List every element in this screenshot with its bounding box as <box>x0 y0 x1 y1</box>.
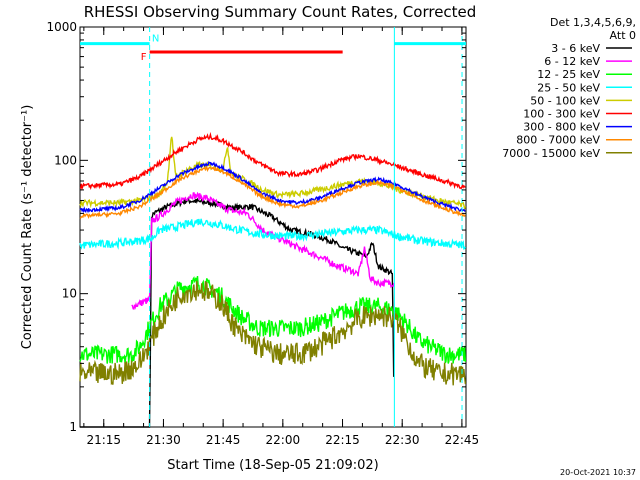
series-line <box>79 131 466 191</box>
marker-layer: FN <box>80 27 466 427</box>
series-line <box>79 218 467 250</box>
legend-label: 3 - 6 keV <box>551 42 600 55</box>
y-tick-label: 1 <box>69 420 77 434</box>
legend-label: 6 - 12 keV <box>544 55 600 68</box>
chart-title: RHESSI Observing Summary Count Rates, Co… <box>84 3 477 21</box>
x-axis-label: Start Time (18-Sep-05 21:09:02) <box>167 458 378 473</box>
plot-frame <box>79 26 467 428</box>
axis-layer: 1 10 100 1000 21:15 21:30 21:45 22:00 22:15 22:30… <box>46 20 479 447</box>
legend-header-line: Det 1,3,4,5,6,9, <box>550 16 636 29</box>
series-line <box>131 191 395 310</box>
legend-label: 25 - 50 keV <box>537 81 600 94</box>
legend-label: 800 - 7000 keV <box>516 134 600 147</box>
series-line <box>79 160 466 214</box>
x-tick-label: 22:45 <box>445 433 480 447</box>
series-line <box>79 165 466 220</box>
x-tick-label: 21:15 <box>86 433 121 447</box>
x-tick-label: 21:30 <box>146 433 181 447</box>
legend-header-line: Att 0 <box>610 29 636 42</box>
series-line <box>79 276 467 364</box>
legend-label: 300 - 800 keV <box>523 121 600 134</box>
x-tick-label: 22:00 <box>266 433 301 447</box>
legend-label: 12 - 25 keV <box>537 68 600 81</box>
y-tick-label: 1000 <box>46 20 77 34</box>
x-tick-label: 22:30 <box>385 433 420 447</box>
date-stamp: 20-Oct-2021 10:37 <box>560 468 636 477</box>
legend-label: 100 - 300 keV <box>523 108 600 121</box>
flag-label: N <box>152 34 159 45</box>
flag-label: F <box>141 52 147 63</box>
x-tick-label: 21:45 <box>206 433 241 447</box>
x-tick-label: 22:15 <box>325 433 360 447</box>
y-tick-label: 100 <box>54 153 77 167</box>
series-line <box>79 280 467 386</box>
series-line <box>80 196 395 428</box>
series-layer <box>79 131 467 428</box>
y-axis-label: Corrected Count Rate (s⁻¹ detector⁻¹) <box>20 105 35 350</box>
legend-label: 50 - 100 keV <box>530 94 600 107</box>
legend-label: 7000 - 15000 keV <box>502 147 600 160</box>
y-tick-label: 10 <box>62 287 77 301</box>
